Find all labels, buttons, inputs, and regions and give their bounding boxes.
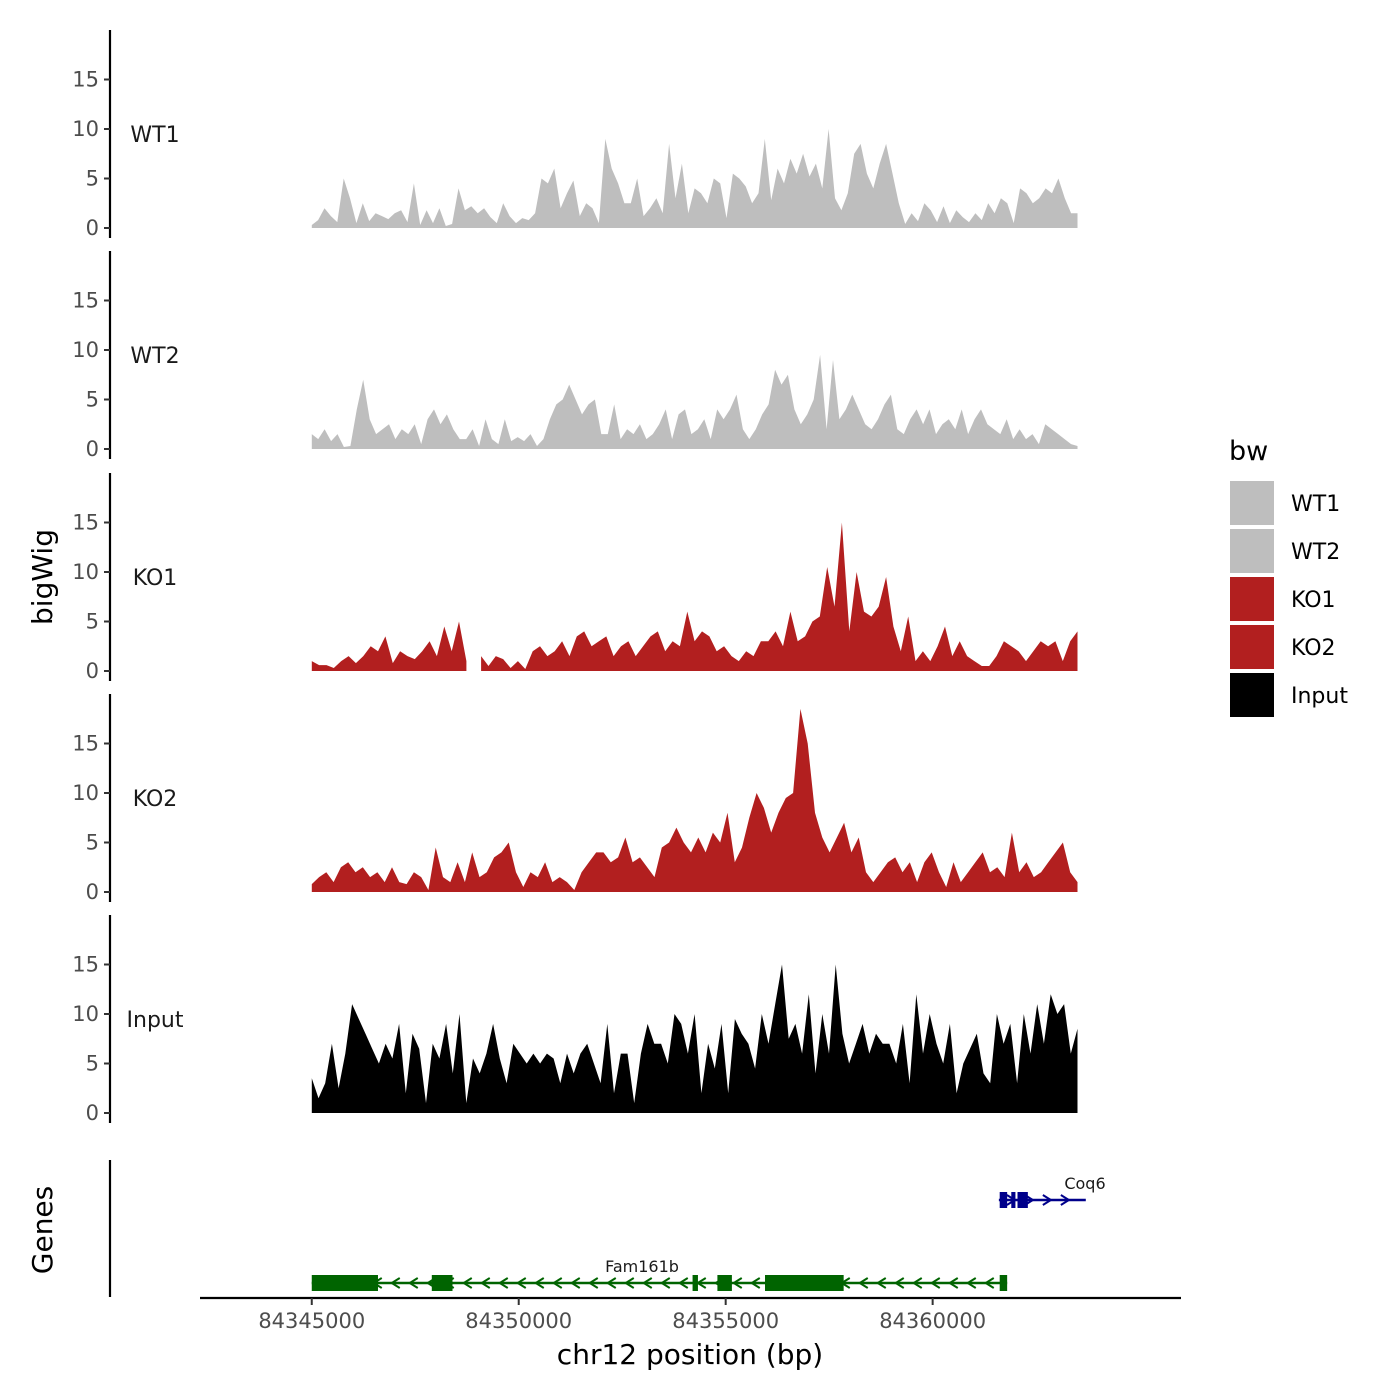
signal-area	[311, 708, 1078, 892]
gene-label: Fam161b	[605, 1257, 679, 1276]
genes-axis-title: Genes	[26, 1186, 59, 1274]
strand-arrow	[587, 1277, 599, 1289]
track-input: 0 5 10 15 Input	[72, 915, 1078, 1125]
y-tick-label: 15	[72, 289, 99, 313]
exon	[692, 1275, 698, 1291]
strand-arrow	[893, 1277, 905, 1289]
legend-label: KO1	[1291, 588, 1336, 613]
legend-swatch	[1230, 625, 1274, 669]
x-axis: 84345000 84350000 84355000 84360000	[200, 1296, 1181, 1333]
exon	[311, 1275, 378, 1291]
strand-arrow	[551, 1277, 563, 1289]
y-tick-label: 15	[72, 68, 99, 92]
strand-arrow	[641, 1277, 653, 1289]
y-tick-label: 5	[86, 831, 99, 855]
y-axis-title: bigWig	[26, 529, 59, 625]
exon	[999, 1192, 1008, 1208]
track-label: KO1	[133, 566, 178, 591]
x-tick-label: 84345000	[258, 1309, 365, 1333]
y-tick-label: 5	[86, 388, 99, 412]
y-tick-label: 5	[86, 1052, 99, 1076]
exon	[717, 1275, 732, 1291]
strand-arrow	[1042, 1194, 1053, 1206]
y-tick-label: 10	[72, 338, 99, 362]
strand-arrow	[533, 1277, 545, 1289]
y-tick-label: 0	[86, 659, 99, 683]
strand-arrow	[929, 1277, 941, 1289]
track-label: KO2	[133, 787, 178, 812]
strand-arrow	[659, 1277, 671, 1289]
legend-label: Input	[1291, 684, 1348, 709]
y-tick-label: 15	[72, 511, 99, 535]
gene-coq6: Coq6	[998, 1174, 1106, 1208]
y-tick-label: 0	[86, 880, 99, 904]
strand-arrow	[875, 1277, 887, 1289]
signal-area	[311, 129, 1078, 228]
gene-label: Coq6	[1064, 1174, 1105, 1193]
legend-swatch	[1230, 529, 1274, 573]
x-tick-label: 84350000	[465, 1309, 572, 1333]
strand-arrow	[983, 1277, 995, 1289]
y-tick-label: 0	[86, 1101, 99, 1125]
strand-arrow	[911, 1277, 923, 1289]
exon	[431, 1275, 453, 1291]
strand-arrow	[389, 1277, 401, 1289]
exon	[1017, 1192, 1028, 1208]
signal-area	[311, 621, 467, 671]
exon	[999, 1275, 1008, 1291]
strand-arrow	[407, 1277, 419, 1289]
track-wt1: 0 5 10 15 WT1	[72, 30, 1078, 240]
signal-area	[311, 964, 1078, 1113]
legend: bw WT1 WT2 KO1 KO2 Input	[1229, 436, 1348, 717]
y-tick-label: 10	[72, 781, 99, 805]
y-tick-label: 15	[72, 953, 99, 977]
legend-swatch	[1230, 577, 1274, 621]
exon	[765, 1275, 844, 1291]
y-tick-label: 10	[72, 560, 99, 584]
strand-arrow	[515, 1277, 527, 1289]
strand-arrow	[479, 1277, 491, 1289]
strand-arrow	[749, 1277, 761, 1289]
gene-fam161b: Fam161b	[311, 1257, 1008, 1291]
strand-arrow	[731, 1277, 743, 1289]
track-ko1: 0 5 10 15 KO1	[72, 473, 1078, 683]
strand-arrow	[605, 1277, 617, 1289]
track-label: Input	[127, 1008, 184, 1033]
signal-area	[481, 522, 1078, 671]
signal-tracks: 0 5 10 15 WT1 0 5 10 15 WT2 0 5 10 15 KO1 0 5 10 15 KO2 0 5 10…	[72, 30, 1078, 1125]
y-tick-label: 10	[72, 117, 99, 141]
legend-label: WT2	[1291, 540, 1340, 565]
x-tick-label: 84360000	[879, 1309, 986, 1333]
legend-label: WT1	[1291, 492, 1340, 517]
strand-arrow	[965, 1277, 977, 1289]
y-tick-label: 5	[86, 610, 99, 634]
track-ko2: 0 5 10 15 KO2	[72, 694, 1078, 904]
legend-swatch	[1230, 673, 1274, 717]
strand-arrow	[497, 1277, 509, 1289]
strand-arrow	[857, 1277, 869, 1289]
signal-area	[311, 354, 1078, 449]
exon	[1011, 1192, 1016, 1208]
x-tick-label: 84355000	[672, 1309, 779, 1333]
y-tick-label: 0	[86, 216, 99, 240]
legend-title: bw	[1229, 436, 1268, 467]
track-label: WT1	[130, 123, 179, 148]
strand-arrow	[461, 1277, 473, 1289]
legend-swatch	[1230, 481, 1274, 525]
strand-arrow	[947, 1277, 959, 1289]
strand-arrow	[677, 1277, 689, 1289]
legend-label: KO2	[1291, 636, 1336, 661]
gene-track: Fam161b Coq6	[108, 1160, 1106, 1297]
track-label: WT2	[130, 344, 179, 369]
y-tick-label: 15	[72, 732, 99, 756]
x-axis-title: chr12 position (bp)	[557, 1338, 823, 1371]
y-tick-label: 5	[86, 167, 99, 191]
y-tick-label: 10	[72, 1002, 99, 1026]
track-wt2: 0 5 10 15 WT2	[72, 251, 1078, 461]
strand-arrow	[623, 1277, 635, 1289]
strand-arrow	[1060, 1194, 1071, 1206]
y-tick-label: 0	[86, 437, 99, 461]
strand-arrow	[569, 1277, 581, 1289]
